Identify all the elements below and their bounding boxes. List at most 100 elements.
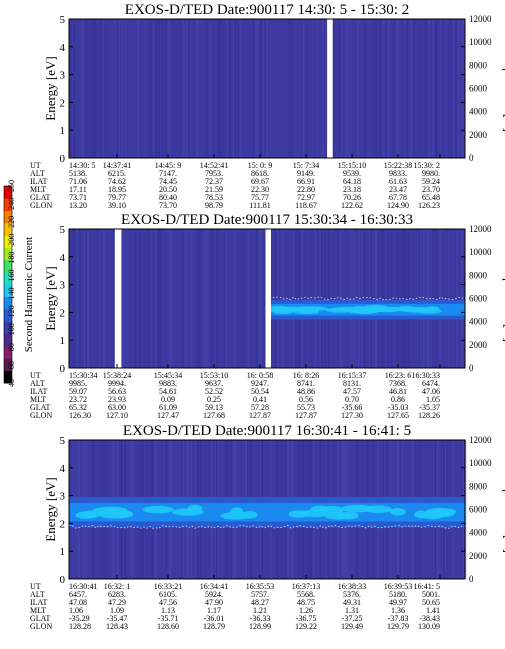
texture-streak [274,229,276,368]
panel-1: EXOS-D/TED Date:900117 14:30: 5 - 15:30:… [30,2,505,210]
texture-streak [318,229,320,368]
colorbar-segment [4,309,12,322]
table-cell: 6457. [69,590,87,599]
table-row-label: GLAT [30,403,51,412]
texture-streak [339,19,341,158]
texture-streak [186,229,189,368]
table-cell: 6474. [422,379,440,388]
table-cell: 5180. [389,590,407,599]
table-cell: 8741. [297,379,315,388]
colorbar-segment [4,210,12,224]
texture-streak [158,19,160,158]
table-cell: 1.41 [426,606,440,615]
texture-streak [169,19,171,158]
texture-streak [418,229,420,368]
texture-streak [275,229,278,368]
table-cell: 15:53:10 [200,371,228,380]
table-cell: 128.79 [203,622,225,631]
table-cell: 16:34:41 [200,582,228,591]
table-cell: 74.45 [159,177,177,186]
texture-streak [453,19,455,158]
table-cell: 59.24 [422,177,440,186]
texture-streak [363,229,365,368]
texture-streak [349,229,351,368]
colorbar-segment [4,247,12,261]
table-cell: 0.25 [207,395,221,404]
table-cell: 6283. [108,590,126,599]
table-cell: 47.08 [69,598,87,607]
texture-streak [114,229,116,368]
texture-streak [161,19,164,158]
texture-streak [373,19,375,158]
table-cell: -35.29 [69,614,90,623]
table-cell: 16:39:53 [384,582,412,591]
table-cell: 128.60 [157,622,179,631]
texture-streak [205,19,208,158]
table-cell: 1.31 [345,606,359,615]
texture-streak [183,19,185,158]
texture-streak [122,229,125,368]
texture-streak [264,19,266,158]
texture-streak [393,19,395,158]
texture-streak [218,19,221,158]
texture-streak [116,19,119,158]
table-cell: 118.67 [295,201,317,210]
texture-streak [403,229,405,368]
texture-streak [442,19,444,158]
table-cell: 14:45: 9 [155,161,181,170]
texture-streak [153,19,155,158]
texture-streak [125,19,127,158]
texture-streak [168,229,171,368]
texture-streak [100,19,102,158]
table-cell: 17.11 [69,185,87,194]
texture-streak [72,19,75,158]
table-cell: 15:30: 2 [414,161,440,170]
texture-streak [368,19,370,158]
texture-streak [181,19,182,158]
texture-streak [115,19,117,158]
ephemeris-table: UTALTILATMLTGLATGLON16:30:416457.47.081.… [30,582,440,631]
texture-streak [340,19,342,158]
data-gap [327,19,333,158]
table-cell: -36.33 [250,614,271,623]
texture-streak [196,229,198,368]
table-row-label: MLT [30,395,46,404]
ytick-label: 4 [60,252,66,264]
texture-streak [437,19,439,158]
texture-streak [113,229,114,368]
table-cell: 72.97 [297,193,315,202]
band-core [272,306,306,312]
texture-streak [121,19,123,158]
texture-streak [243,229,244,368]
texture-streak [377,229,379,368]
ytick-right-label: 0 [469,363,474,373]
table-cell: 127.87 [295,411,317,420]
table-cell: 78.53 [205,193,223,202]
texture-streak [406,19,408,158]
texture-streak [276,229,279,368]
table-cell: 0.70 [345,395,359,404]
texture-streak [360,229,363,368]
texture-streak [144,19,146,158]
table-cell: 5924. [205,590,223,599]
table-cell: 23.70 [422,185,440,194]
table-cell: 59.07 [69,387,87,396]
table-cell: 52.52 [205,387,223,396]
table-cell: 49.31 [343,598,361,607]
texture-streak [348,229,350,368]
texture-streak [427,19,429,158]
texture-streak [193,19,195,158]
texture-streak [346,19,348,158]
texture-streak [325,19,327,158]
colorbar-tick: 80 [7,343,16,351]
table-cell: 111.81 [249,201,270,210]
texture-streak [214,229,216,368]
texture-streak [109,229,111,368]
table-row-label: GLAT [30,193,51,202]
ytick-label: 0 [60,153,66,165]
texture-streak [260,19,262,158]
y-axis-right-label: Temperature [K] [502,255,505,342]
table-row-label: ILAT [30,598,47,607]
texture-streak [322,19,324,158]
